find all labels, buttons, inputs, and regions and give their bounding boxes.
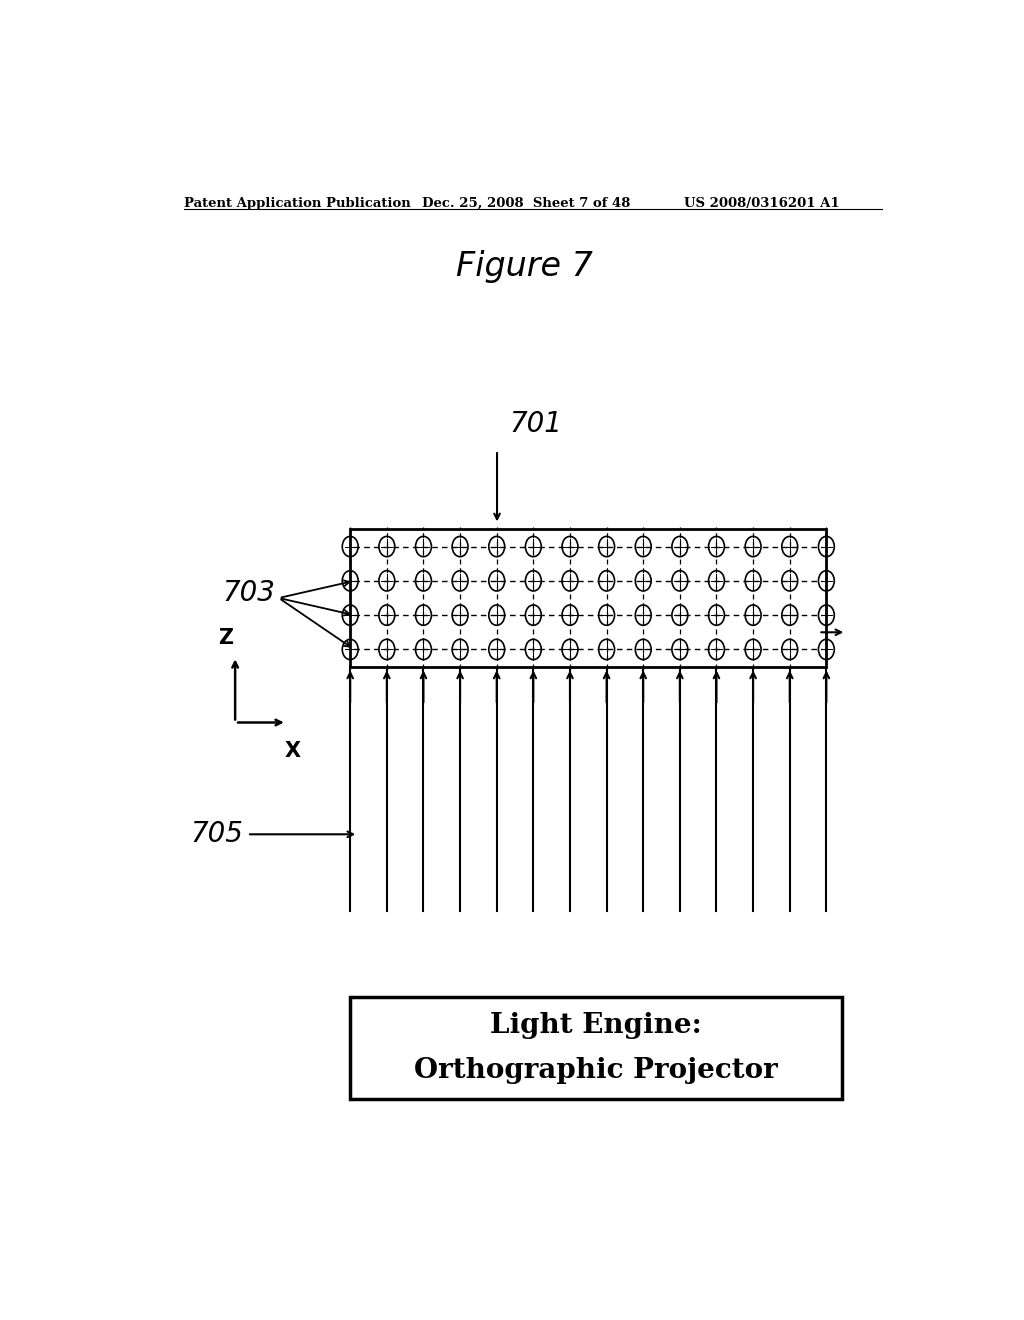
Text: Z: Z <box>218 628 233 648</box>
Bar <box>350 529 826 667</box>
Text: 703: 703 <box>222 579 274 607</box>
Text: 705: 705 <box>190 820 243 849</box>
Text: 701: 701 <box>509 411 562 438</box>
Text: US 2008/0316201 A1: US 2008/0316201 A1 <box>684 197 839 210</box>
Text: X: X <box>285 741 301 760</box>
Text: Light Engine:: Light Engine: <box>490 1012 702 1039</box>
Text: Dec. 25, 2008  Sheet 7 of 48: Dec. 25, 2008 Sheet 7 of 48 <box>422 197 630 210</box>
Bar <box>350 997 842 1098</box>
Text: Orthographic Projector: Orthographic Projector <box>415 1056 778 1084</box>
Text: Patent Application Publication: Patent Application Publication <box>183 197 411 210</box>
Text: Figure 7: Figure 7 <box>457 249 593 282</box>
